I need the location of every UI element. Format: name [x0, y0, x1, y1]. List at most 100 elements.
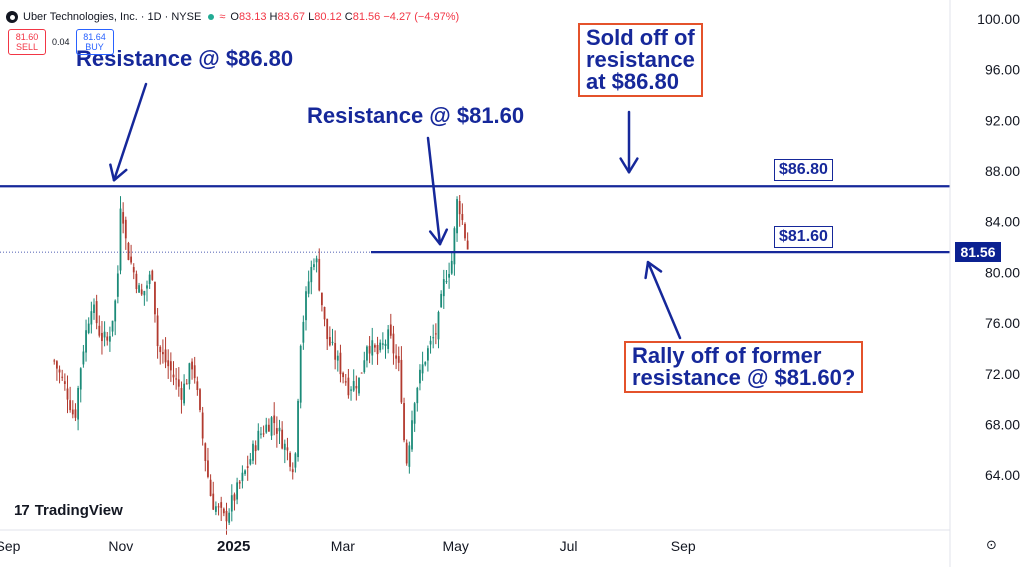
candle-body: [249, 459, 252, 465]
candle-body: [350, 389, 352, 391]
candle-body: [71, 409, 74, 415]
candle-body: [199, 389, 201, 411]
candle-body: [209, 479, 212, 496]
candle-body: [387, 329, 390, 349]
candle-body: [270, 417, 273, 436]
candle-body: [230, 495, 233, 512]
arrow-head: [619, 157, 639, 174]
candle-body: [450, 260, 453, 274]
candle-body: [456, 199, 458, 234]
candle-body: [405, 442, 408, 464]
candle-body: [138, 285, 140, 293]
x-tick-label: 2025: [217, 538, 250, 555]
y-tick-label: 72.00: [985, 366, 1020, 382]
candle-body: [281, 429, 284, 449]
candle-body: [77, 387, 79, 420]
y-tick-label: 84.00: [985, 214, 1020, 230]
arrow-layer: [109, 82, 682, 340]
settings-icon[interactable]: ⊙: [986, 537, 997, 552]
arrow-head: [428, 228, 449, 246]
candle-body: [148, 274, 151, 284]
candle-body: [424, 362, 427, 365]
candle-body: [321, 292, 323, 306]
y-tick-label: 76.00: [985, 315, 1020, 331]
arrow-sold-off: [619, 110, 639, 174]
symbol-title[interactable]: Uber Technologies, Inc. · 1D · NYSE: [23, 11, 202, 23]
y-tick-label: 68.00: [985, 416, 1020, 432]
candle-body: [82, 351, 85, 365]
candle-body: [246, 466, 249, 468]
candle-body: [74, 409, 77, 418]
ohlc-close-key: C: [344, 11, 353, 23]
candle-body: [464, 223, 466, 239]
candle-body: [313, 264, 315, 268]
x-tick-label: Jul: [560, 538, 578, 554]
sell-label: SELL: [15, 42, 39, 52]
candle-body: [379, 342, 382, 351]
candle-body: [461, 214, 464, 221]
candle-body: [212, 493, 215, 510]
annotation-sold-off: Sold off of resistance at $86.80: [578, 23, 703, 97]
ohlc-low: 80.12: [314, 11, 342, 23]
candle-body: [56, 361, 58, 369]
x-tick-label: May: [442, 538, 468, 554]
candle-body: [85, 330, 87, 353]
candle-body: [180, 387, 183, 400]
candle-body: [397, 356, 400, 363]
candle-body: [374, 345, 376, 348]
candle-body: [352, 381, 355, 391]
candle-body: [156, 315, 159, 347]
candle-body: [109, 336, 111, 342]
candle-body: [432, 337, 435, 339]
buy-button[interactable]: 81.64 BUY: [75, 29, 114, 55]
level-layer: [0, 185, 950, 254]
candle-body: [132, 267, 135, 273]
tradingview-logo[interactable]: 17 TradingView: [14, 502, 123, 519]
arrow-shaft: [426, 136, 442, 246]
candle-body: [411, 420, 413, 450]
candle-body: [408, 445, 411, 467]
candle-body: [127, 243, 130, 260]
candle-body: [442, 279, 445, 297]
candle-body: [416, 387, 419, 404]
candle-body: [421, 364, 424, 374]
uber-logo-icon: [6, 11, 18, 23]
candle-body: [307, 281, 310, 294]
candle-body: [177, 379, 180, 387]
candle-body: [466, 240, 469, 250]
candle-body: [392, 333, 395, 354]
candle-body: [135, 273, 138, 290]
buy-price: 81.64: [83, 32, 106, 42]
candle-body: [130, 256, 132, 263]
candle-body: [437, 312, 440, 340]
candle-body: [368, 345, 371, 354]
market-status-icon: [208, 14, 215, 20]
sell-button[interactable]: 81.60 SELL: [8, 29, 46, 55]
candle-body: [389, 324, 392, 336]
candle-body: [151, 270, 154, 280]
annotation-rally-line1: Rally off of former: [632, 343, 822, 368]
candle-body: [336, 355, 339, 361]
candle-body: [233, 494, 236, 501]
annotation-resistance-mid: Resistance @ $81.60: [307, 103, 525, 128]
candle-body: [315, 258, 318, 263]
arrow-head: [109, 163, 128, 182]
annotation-rally: Rally off of former resistance @ $81.60?: [624, 341, 864, 393]
candle-body: [101, 332, 103, 342]
y-tick-label: 100.00: [977, 11, 1020, 27]
ohlc-low-key: L: [308, 11, 315, 23]
arrow-shaft: [646, 260, 682, 340]
candle-body: [175, 378, 178, 380]
candle-body: [419, 369, 421, 384]
candle-body: [458, 201, 461, 215]
candle-body: [93, 304, 95, 313]
candle-body: [167, 360, 170, 367]
candle-body: [265, 424, 268, 433]
candle-body: [172, 374, 175, 378]
candle-body: [58, 369, 61, 373]
candle-body: [448, 273, 450, 278]
candle-body: [355, 385, 358, 389]
candle-body: [164, 349, 167, 363]
